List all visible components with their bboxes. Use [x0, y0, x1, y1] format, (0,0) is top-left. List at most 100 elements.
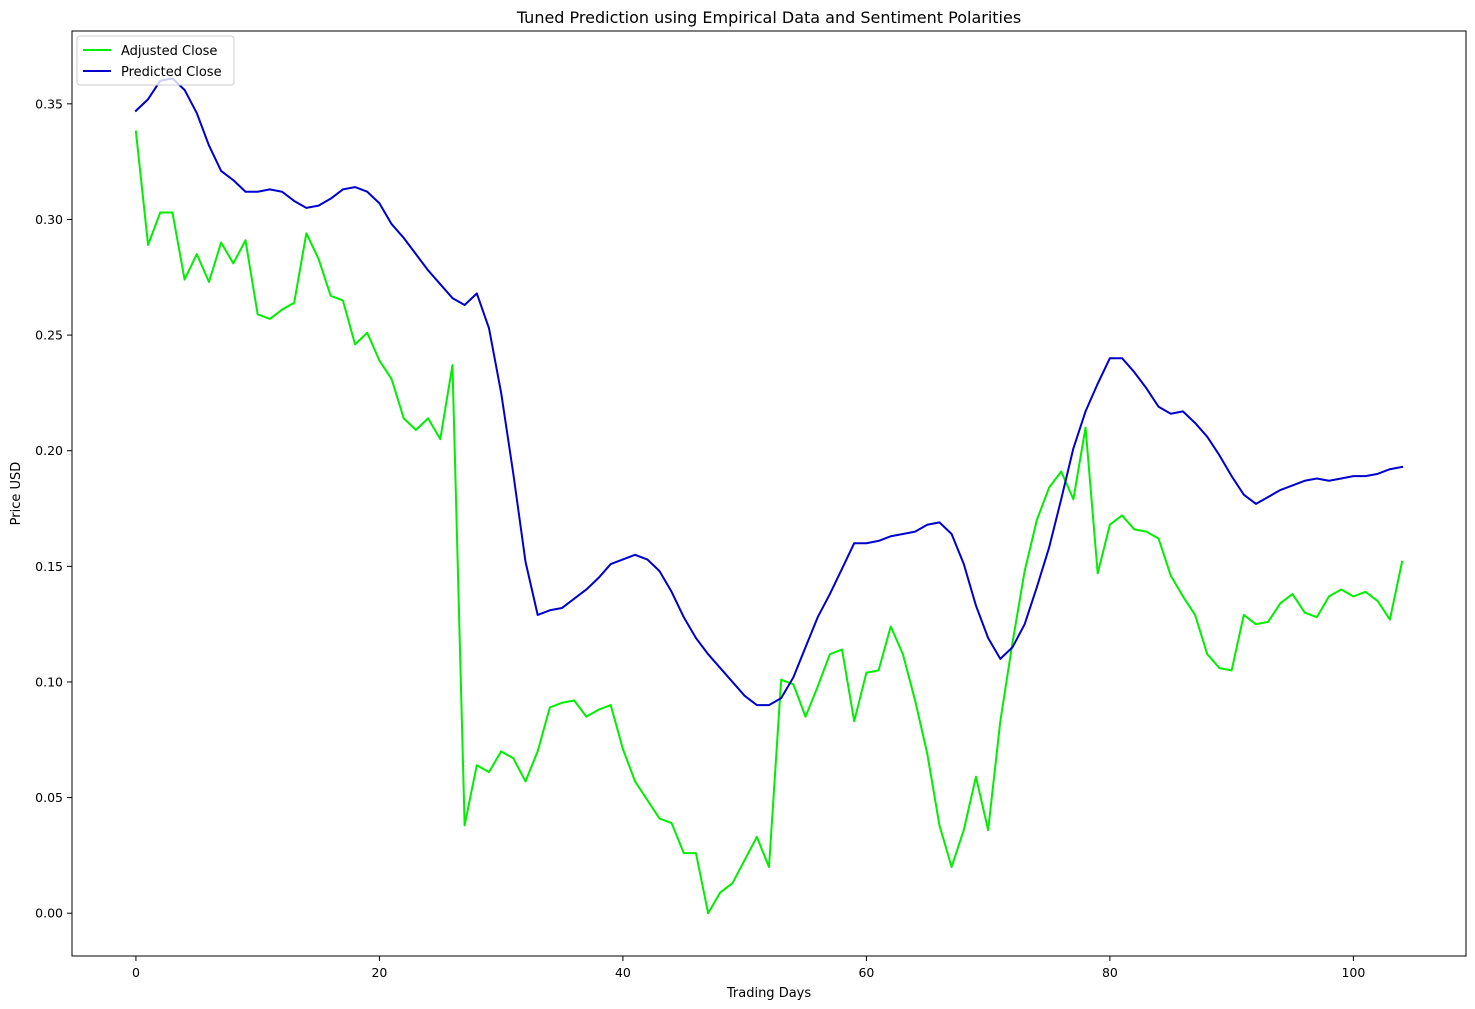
data-point-predicted-close [1340, 477, 1343, 480]
data-point-predicted-close [1194, 422, 1196, 424]
data-point-adjusted-close [756, 836, 758, 838]
data-point-adjusted-close [634, 780, 636, 783]
data-point-predicted-close [962, 563, 965, 565]
data-point-adjusted-close [524, 780, 527, 783]
data-point-predicted-close [1267, 496, 1269, 498]
data-point-predicted-close [1072, 447, 1075, 450]
data-point-predicted-close [816, 616, 819, 619]
data-point-predicted-close [719, 667, 722, 669]
data-point-adjusted-close [208, 281, 210, 283]
data-point-adjusted-close [439, 438, 442, 440]
data-point-predicted-close [281, 190, 283, 193]
data-point-predicted-close [889, 535, 892, 538]
data-point-adjusted-close [1072, 498, 1075, 501]
data-point-predicted-close [1157, 405, 1160, 408]
data-point-predicted-close [293, 200, 295, 202]
data-point-predicted-close [731, 681, 734, 683]
data-point-adjusted-close [987, 829, 989, 831]
data-point-predicted-close [1109, 357, 1111, 360]
data-point-predicted-close [208, 144, 210, 147]
data-point-adjusted-close [853, 720, 856, 723]
data-point-adjusted-close [1340, 588, 1343, 591]
data-point-adjusted-close [743, 859, 746, 861]
data-point-adjusted-close [281, 308, 283, 311]
data-point-adjusted-close [135, 130, 137, 133]
y-tick-label: 0.25 [35, 328, 63, 343]
data-point-adjusted-close [536, 750, 539, 753]
data-point-predicted-close [829, 593, 831, 595]
data-point-adjusted-close [317, 257, 320, 260]
data-point-predicted-close [756, 704, 758, 706]
data-point-adjusted-close [707, 912, 709, 915]
data-point-adjusted-close [1376, 600, 1379, 602]
data-point-adjusted-close [500, 750, 502, 753]
y-tick-label: 0.20 [35, 443, 63, 458]
data-point-predicted-close [317, 204, 320, 207]
data-point-predicted-close [914, 530, 916, 533]
data-point-adjusted-close [804, 715, 807, 718]
data-point-predicted-close [1169, 412, 1172, 415]
data-point-predicted-close [488, 327, 490, 329]
data-point-adjusted-close [147, 244, 149, 246]
x-tick-label: 60 [858, 965, 874, 980]
y-axis-label: Price USD [9, 462, 24, 526]
data-point-predicted-close [1328, 479, 1330, 482]
data-point-adjusted-close [378, 359, 381, 362]
data-point-adjusted-close [220, 241, 222, 244]
series-line-predicted-close [134, 77, 1404, 707]
data-point-predicted-close [877, 540, 880, 542]
data-point-adjusted-close [816, 685, 819, 688]
data-point-predicted-close [1133, 371, 1136, 373]
data-point-predicted-close [354, 186, 356, 188]
data-point-adjusted-close [1023, 570, 1026, 572]
data-point-predicted-close [841, 567, 843, 570]
data-point-adjusted-close [512, 757, 515, 760]
series-line-adjusted-close [134, 130, 1404, 915]
data-point-adjusted-close [1352, 595, 1355, 598]
data-point-adjusted-close [597, 708, 600, 711]
y-tick-label: 0.05 [35, 790, 63, 805]
data-point-predicted-close [1206, 436, 1209, 438]
data-point-predicted-close [305, 207, 308, 209]
legend-label-predicted-close: Predicted Close [121, 65, 222, 80]
data-point-adjusted-close [463, 824, 466, 827]
data-point-adjusted-close [1230, 669, 1233, 672]
data-point-predicted-close [780, 697, 782, 699]
data-point-predicted-close [524, 560, 527, 563]
data-point-predicted-close [926, 523, 929, 526]
data-point-adjusted-close [1109, 523, 1111, 526]
data-point-predicted-close [427, 269, 429, 272]
y-tick-label: 0.35 [35, 96, 63, 111]
data-point-adjusted-close [183, 278, 186, 281]
legend: Adjusted Close Predicted Close [76, 35, 235, 86]
data-point-adjusted-close [1279, 602, 1282, 605]
data-point-adjusted-close [695, 852, 697, 854]
data-point-adjusted-close [926, 752, 929, 755]
data-point-predicted-close [536, 614, 539, 616]
x-tick-label: 100 [1341, 965, 1365, 980]
data-point-adjusted-close [549, 706, 551, 709]
data-point-predicted-close [609, 563, 612, 565]
data-point-predicted-close [1023, 623, 1026, 625]
data-point-predicted-close [804, 646, 807, 649]
data-point-adjusted-close [415, 429, 417, 431]
data-point-adjusted-close [682, 852, 685, 854]
x-tick-label: 20 [371, 965, 387, 980]
plot-frame [71, 30, 1467, 957]
data-point-adjusted-close [962, 829, 965, 831]
data-point-adjusted-close [1096, 572, 1099, 575]
data-point-predicted-close [634, 553, 636, 556]
data-point-predicted-close [244, 190, 247, 193]
data-point-predicted-close [658, 570, 661, 572]
data-point-predicted-close [950, 533, 953, 535]
legend-label-adjusted-close: Adjusted Close [121, 44, 217, 59]
data-point-predicted-close [1036, 586, 1038, 588]
x-axis-label: Trading Days [726, 986, 811, 1001]
chart-title: Tuned Prediction using Empirical Data an… [516, 8, 1021, 27]
data-point-adjusted-close [1182, 595, 1184, 598]
data-point-predicted-close [1218, 454, 1221, 457]
data-point-predicted-close [390, 223, 393, 225]
data-point-predicted-close [1376, 473, 1379, 475]
data-point-predicted-close [512, 473, 515, 475]
data-point-adjusted-close [293, 301, 295, 304]
